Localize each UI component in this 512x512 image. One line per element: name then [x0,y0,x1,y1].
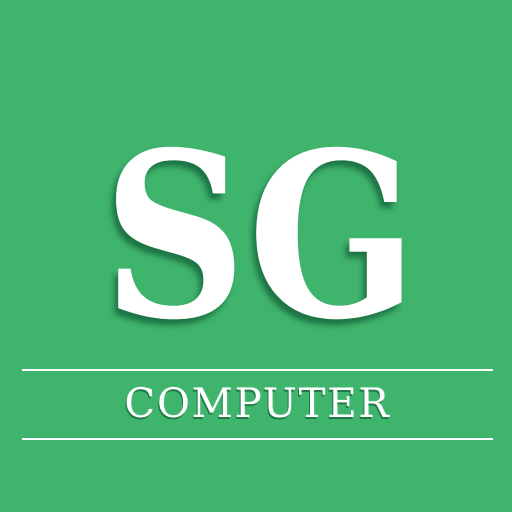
wordmark: COMPUTER [22,372,493,436]
logo-monogram: SG [0,108,512,338]
bottom-divider [22,438,493,440]
monogram-graphic: SG [103,108,419,338]
top-divider [22,369,493,371]
wordmark-text: COMPUTER [124,381,391,427]
monogram-text: SG [103,108,419,338]
